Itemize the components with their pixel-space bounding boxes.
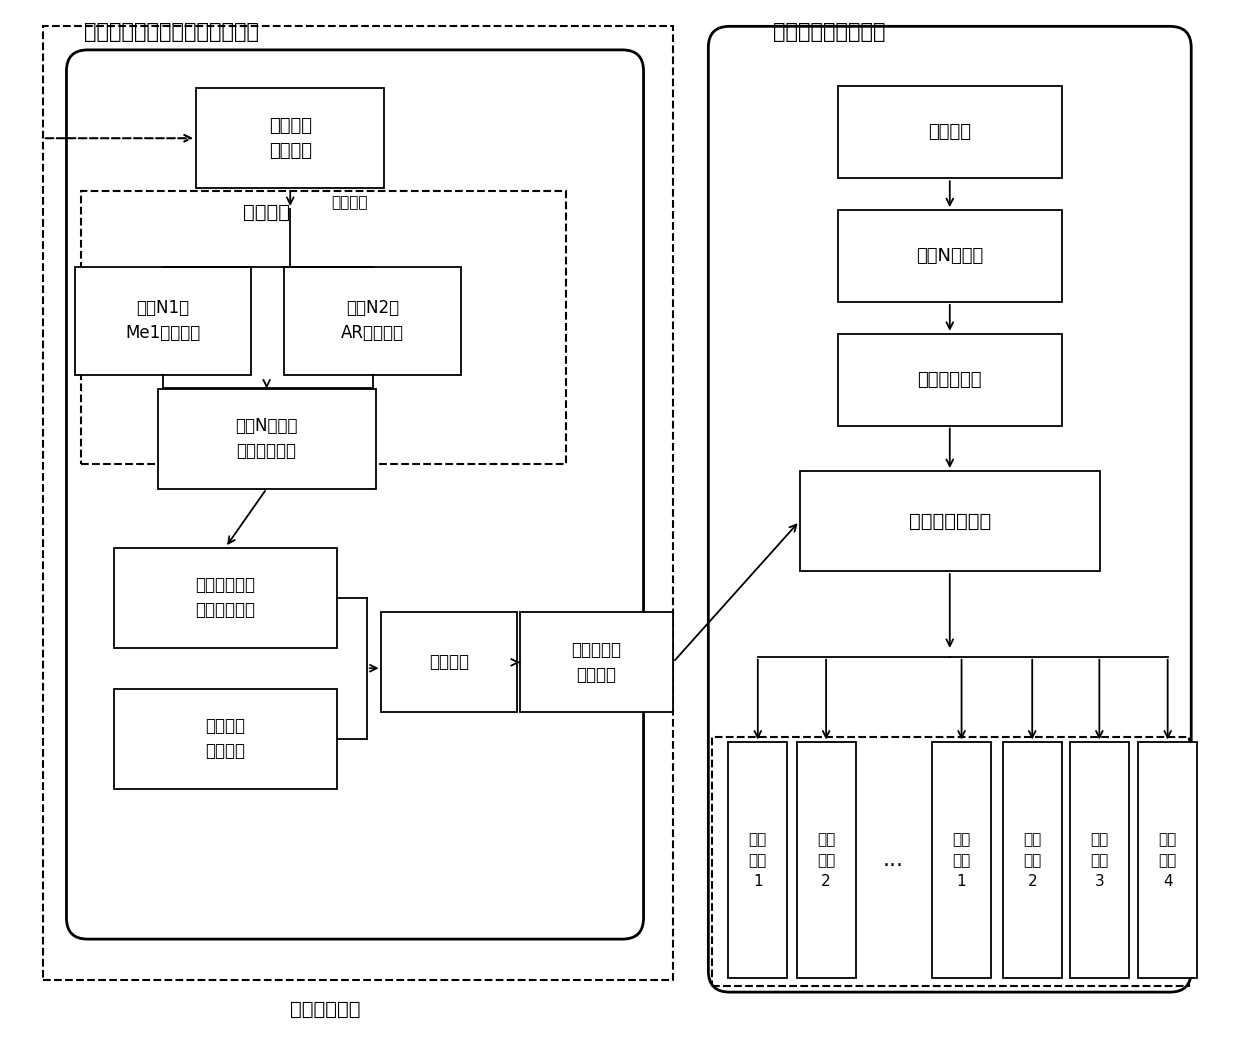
- Bar: [81, 192, 565, 465]
- Text: 其它
事件
1: 其它 事件 1: [749, 832, 766, 889]
- Text: 提取N2阶
AR模型系数: 提取N2阶 AR模型系数: [341, 299, 404, 342]
- Text: 关联规则分类器: 关联规则分类器: [909, 512, 991, 530]
- Text: 样本时序
声波信号: 样本时序 声波信号: [269, 117, 311, 159]
- Bar: [1070, 742, 1128, 978]
- Bar: [157, 389, 376, 489]
- Bar: [114, 689, 337, 789]
- Text: 修剪、提取
关联规则: 修剪、提取 关联规则: [572, 641, 621, 684]
- Bar: [382, 613, 517, 713]
- Bar: [932, 742, 991, 978]
- Bar: [838, 86, 1061, 178]
- FancyBboxPatch shape: [67, 50, 644, 939]
- Bar: [1003, 742, 1061, 978]
- Bar: [196, 89, 384, 189]
- Text: 测试信号识别与分类: 测试信号识别与分类: [773, 22, 885, 43]
- Bar: [1138, 742, 1197, 978]
- Text: 时域分帧: 时域分帧: [331, 196, 368, 210]
- Text: 提取N1阶
Me1倒谱系数: 提取N1阶 Me1倒谱系数: [125, 299, 201, 342]
- Text: 事件标签
二值矩阵: 事件标签 二值矩阵: [206, 717, 246, 761]
- FancyBboxPatch shape: [708, 26, 1192, 992]
- Bar: [838, 210, 1061, 302]
- Bar: [114, 547, 337, 648]
- Bar: [284, 267, 461, 375]
- Text: ...: ...: [883, 850, 904, 870]
- Text: 用模糊聚类对
特征二值表示: 用模糊聚类对 特征二值表示: [196, 576, 255, 619]
- Text: 样本事件补充: 样本事件补充: [290, 1000, 361, 1019]
- Bar: [796, 742, 856, 978]
- Text: 干扰
事件
1: 干扰 事件 1: [952, 832, 971, 889]
- Bar: [838, 333, 1061, 425]
- Text: 干扰
事件
4: 干扰 事件 4: [1158, 832, 1177, 889]
- Text: 特征提取: 特征提取: [243, 203, 290, 222]
- Bar: [74, 267, 252, 375]
- Text: 样本信号关联分析与分类器构建: 样本信号关联分析与分类器构建: [84, 22, 259, 43]
- Text: 关联分析: 关联分析: [429, 653, 469, 671]
- Bar: [728, 742, 787, 978]
- Bar: [712, 737, 1189, 986]
- Text: 其它
事件
2: 其它 事件 2: [817, 832, 836, 889]
- Text: 选择N维方差
较大的特征列: 选择N维方差 较大的特征列: [236, 417, 298, 461]
- Bar: [520, 613, 673, 713]
- Bar: [800, 471, 1100, 571]
- Text: 特征二值表示: 特征二值表示: [918, 371, 982, 389]
- Text: 干扰
事件
3: 干扰 事件 3: [1090, 832, 1109, 889]
- Text: 测试信号: 测试信号: [929, 123, 971, 142]
- Text: 干扰
事件
2: 干扰 事件 2: [1023, 832, 1042, 889]
- Text: 提取N维特征: 提取N维特征: [916, 247, 983, 265]
- Bar: [43, 26, 673, 981]
